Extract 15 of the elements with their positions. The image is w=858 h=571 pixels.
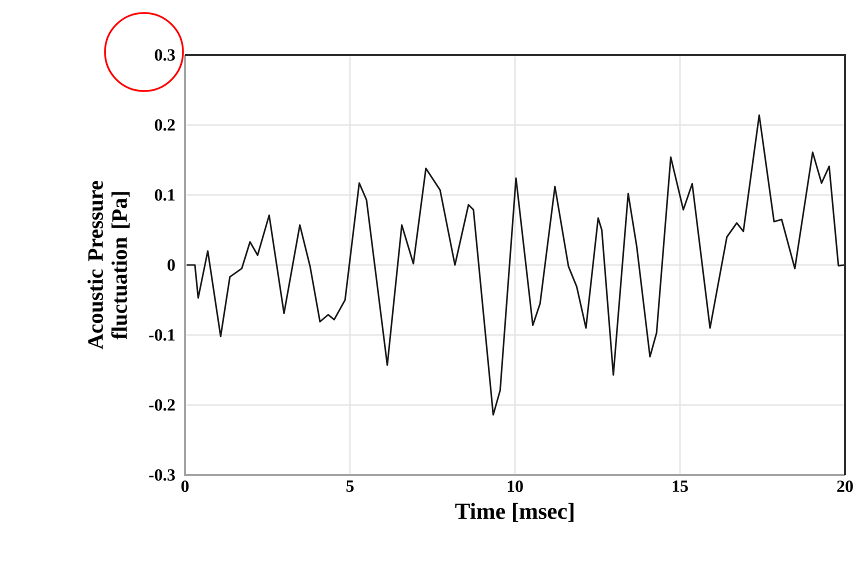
x-tick-label: 15	[672, 480, 688, 492]
line-series	[186, 114, 846, 416]
y-tick-label: -0.3	[149, 469, 175, 481]
y-tick-label: -0.2	[149, 399, 175, 411]
x-tick-label: 10	[508, 480, 523, 492]
y-tick-label: 0	[168, 259, 175, 271]
y-tick-label: 0.3	[154, 49, 175, 61]
x-axis-title: Time [msec]	[455, 502, 574, 522]
y-axis-title: Acoustic Pressure fluctuation [Pa]	[87, 181, 130, 350]
y-tick-label: -0.1	[149, 329, 175, 341]
x-tick-label: 0	[181, 480, 189, 492]
y-tick-label: 0.1	[154, 189, 175, 201]
y-tick-label: 0.2	[154, 119, 175, 131]
x-tick-label: 5	[346, 480, 354, 492]
x-tick-label: 20	[837, 480, 853, 492]
